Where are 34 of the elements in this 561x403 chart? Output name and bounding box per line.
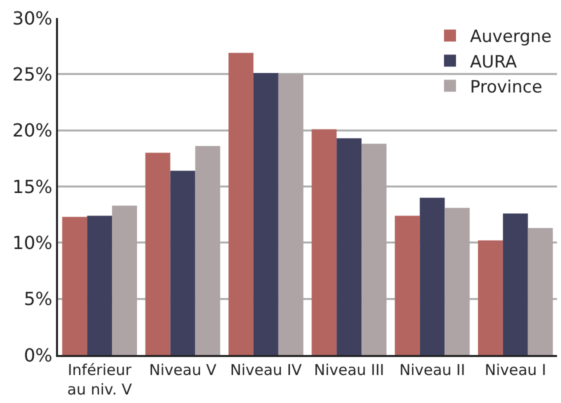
bar [478, 240, 503, 355]
bar [394, 216, 420, 355]
x-tick-label: Niveau I [484, 361, 546, 379]
y-tick-label: 25% [12, 64, 52, 86]
bar [145, 152, 170, 355]
bar [502, 213, 528, 355]
y-tick-label: 0% [24, 345, 52, 366]
bar [444, 208, 470, 355]
x-tick-label: Niveau III [314, 361, 384, 379]
y-tick-label: 10% [12, 232, 52, 254]
y-tick-label: 15% [12, 176, 52, 198]
legend-label: AURA [470, 52, 518, 72]
bar [312, 129, 337, 355]
y-tick-label: 5% [24, 289, 52, 310]
legend-label: Auvergne [470, 27, 552, 48]
bar [420, 198, 445, 355]
bar [278, 74, 304, 355]
bar [112, 206, 138, 355]
bar [195, 146, 220, 355]
bar [228, 52, 254, 355]
legend-label: Province [470, 77, 542, 98]
x-tick-label: Niveau IV [230, 361, 302, 379]
x-tick-label: Inférieur au niv. V [67, 361, 133, 398]
bar [62, 216, 88, 355]
x-tick-label: Niveau V [149, 361, 218, 379]
bar [253, 73, 278, 355]
bar [87, 216, 112, 355]
x-tick-label: Niveau II [399, 361, 466, 379]
bar [170, 170, 196, 355]
bar [336, 138, 362, 355]
bar [528, 228, 553, 355]
y-tick-label: 30% [12, 8, 52, 30]
y-tick-label: 20% [12, 120, 52, 142]
bar [362, 144, 387, 355]
